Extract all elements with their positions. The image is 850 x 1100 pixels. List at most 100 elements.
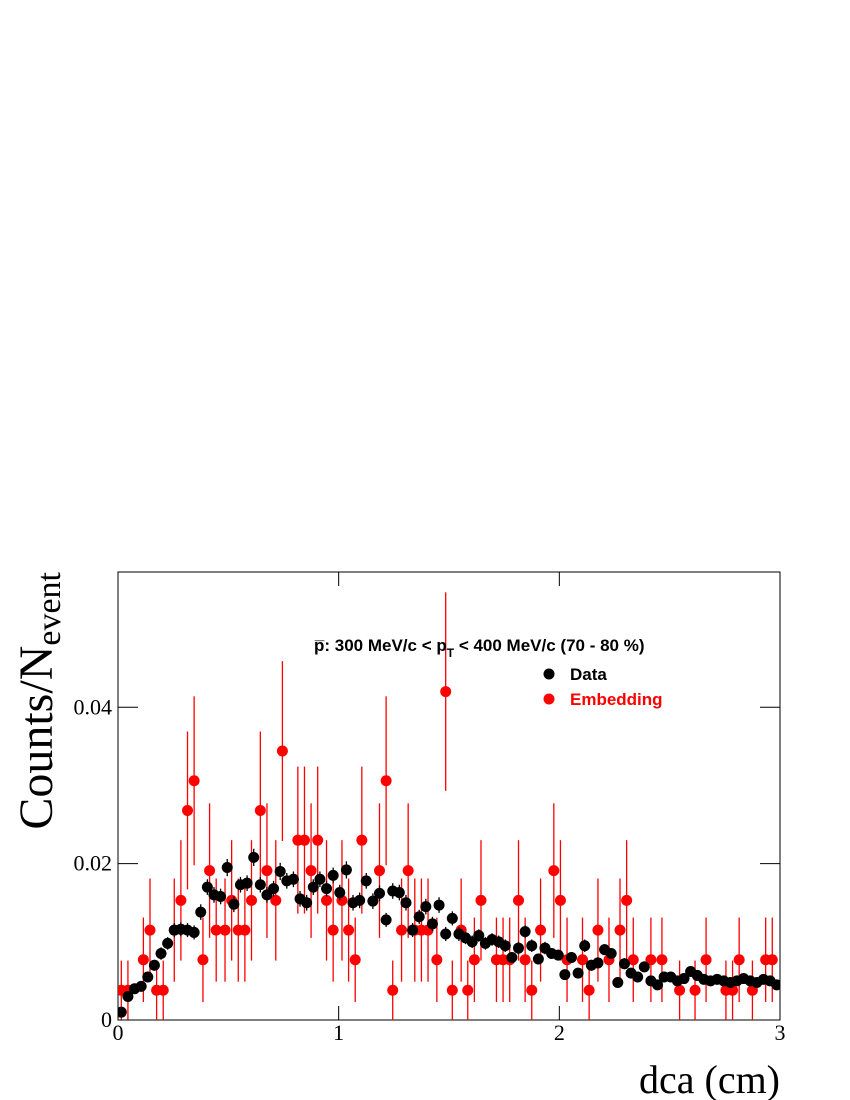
data-point [204, 865, 216, 877]
data-point [426, 918, 438, 930]
data-point [413, 911, 425, 923]
data-point [343, 924, 355, 936]
x-tick-label: 0 [113, 1020, 124, 1045]
data-point [565, 951, 577, 963]
data-point [239, 924, 251, 936]
data-point [440, 928, 452, 940]
data-point [462, 984, 474, 996]
data-point [321, 894, 333, 906]
data-point [499, 940, 511, 952]
data-point [605, 948, 617, 960]
data-point [197, 954, 209, 966]
data-point [148, 959, 160, 971]
data-point [122, 991, 134, 1003]
data-point [327, 924, 339, 936]
annotation-sub: T [447, 646, 455, 660]
data-point [433, 899, 445, 911]
data-point [475, 894, 487, 906]
data-point [142, 971, 154, 983]
data-point [559, 969, 571, 981]
x-tick-label: 2 [554, 1020, 565, 1045]
data-point [321, 883, 333, 895]
data-point [612, 976, 624, 988]
annotation: p̅: 300 MeV/c < pT < 400 MeV/c (70 - 80 … [314, 636, 645, 660]
data-point [354, 894, 366, 906]
data-point [407, 924, 419, 936]
data-point [360, 875, 372, 887]
data-point [656, 954, 668, 966]
data-point [248, 851, 260, 863]
data-point [270, 894, 282, 906]
data-point [468, 954, 480, 966]
data-point [400, 897, 412, 909]
x-axis-label: dca (cm) [639, 1057, 780, 1100]
data-point [314, 873, 326, 885]
data-point [513, 894, 525, 906]
data-point [627, 954, 639, 966]
data-point [274, 865, 286, 877]
data-point [201, 881, 213, 893]
data-point [396, 924, 408, 936]
data-point [766, 954, 778, 966]
data-point [652, 979, 664, 991]
data-point [221, 862, 233, 874]
legend-label: Embedding [570, 690, 663, 709]
data-point [307, 881, 319, 893]
data-point [733, 954, 745, 966]
data-point [254, 879, 266, 891]
data-point [621, 894, 633, 906]
data-point [137, 954, 149, 966]
data-point [614, 924, 626, 936]
data-point [526, 940, 538, 952]
legend-label: Data [570, 665, 607, 684]
legend-marker [543, 693, 555, 705]
data-point [287, 873, 299, 885]
data-point [155, 948, 167, 960]
data-point [519, 954, 531, 966]
data-point [402, 865, 414, 877]
legend-marker [543, 668, 555, 680]
data-point [420, 901, 432, 913]
data-point [241, 877, 253, 889]
data-point [548, 865, 560, 877]
data-point [532, 953, 544, 965]
data-point [305, 865, 317, 877]
data-point [301, 897, 313, 909]
data-point [393, 887, 405, 899]
data-point [228, 898, 240, 910]
y-tick-label: 0.02 [74, 851, 113, 876]
plot-frame [117, 571, 781, 1021]
data-point [312, 834, 324, 846]
data-point [356, 834, 368, 846]
data-point [387, 984, 399, 996]
data-point [157, 984, 169, 996]
data-point [195, 906, 207, 918]
x-tick-label: 1 [333, 1020, 344, 1045]
data-point [298, 834, 310, 846]
data-point [340, 864, 352, 876]
data-point [246, 894, 258, 906]
data-point [577, 954, 589, 966]
data-point [144, 924, 156, 936]
data-point [771, 979, 780, 991]
y-axis-label-sub: event [31, 571, 68, 645]
data-point [373, 865, 385, 877]
data-point [380, 775, 392, 787]
data-point [276, 745, 288, 757]
data-point [592, 957, 604, 969]
data-point [440, 686, 452, 698]
annotation-prefix: p̅: 300 MeV/c < p [314, 636, 447, 655]
data-point [215, 890, 227, 902]
annotation-suffix: < 400 MeV/c (70 - 80 %) [454, 636, 644, 655]
data-point [638, 961, 650, 973]
data-point [513, 942, 525, 954]
data-point [431, 954, 443, 966]
data-point [182, 804, 194, 816]
data-point [645, 954, 657, 966]
data-point [535, 924, 547, 936]
y-axis-label: Counts/Nevent [10, 571, 68, 829]
data-point [554, 894, 566, 906]
data-point [519, 926, 531, 938]
data-point [334, 887, 346, 899]
